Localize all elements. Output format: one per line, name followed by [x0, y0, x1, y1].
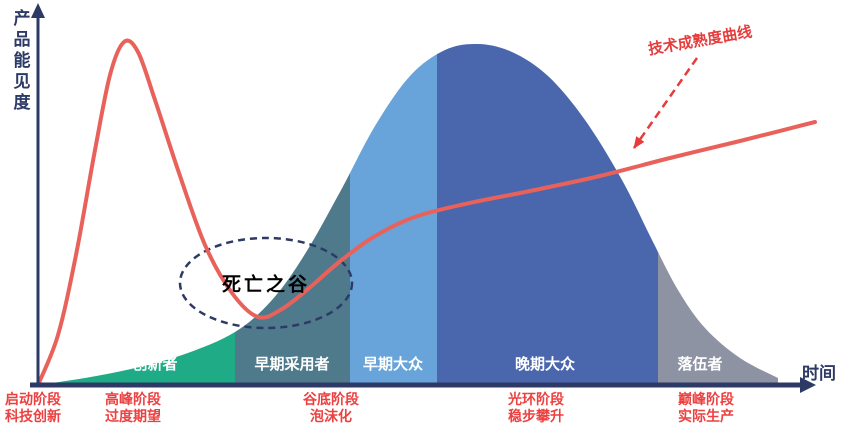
stage-phase: 巅峰阶段 — [678, 391, 734, 407]
stage-label-plateau: 巅峰阶段 实际生产 — [678, 391, 734, 425]
hype-curve-path — [36, 38, 817, 387]
segment-label-innovators: 创新者 — [132, 356, 178, 373]
adoption-segment-area — [437, 43, 658, 385]
stage-phase: 光环阶段 — [508, 391, 564, 407]
valley-of-death-label: 死亡之谷 — [221, 274, 311, 296]
stage-desc: 稳步攀升 — [508, 408, 564, 424]
stage-label-peak: 高峰阶段 过度期望 — [105, 391, 161, 425]
stage-phase: 谷底阶段 — [303, 391, 359, 407]
stage-label-slope: 光环阶段 稳步攀升 — [508, 391, 564, 425]
x-axis-arrow-icon — [800, 377, 816, 393]
segment-label-early-adopters: 早期采用者 — [254, 356, 330, 373]
stage-label-launch: 启动阶段 科技创新 — [5, 391, 61, 425]
y-axis-label: 产品能见度 — [13, 9, 31, 112]
stage-phase: 高峰阶段 — [105, 391, 161, 407]
stage-desc: 实际生产 — [678, 408, 734, 424]
annotation-arrow-icon — [632, 57, 699, 149]
x-axis-label: 时间 — [802, 364, 836, 383]
segment-label-late-majority: 晚期大众 — [514, 356, 576, 373]
stage-label-trough: 谷底阶段 泡沫化 — [303, 391, 359, 425]
segment-label-laggards: 落伍者 — [677, 356, 723, 373]
stage-desc: 过度期望 — [105, 408, 161, 424]
segment-label-early-majority: 早期大众 — [362, 356, 424, 373]
stage-desc: 泡沫化 — [310, 408, 352, 424]
adoption-segment-area — [350, 54, 437, 385]
valley-ellipse — [178, 236, 354, 330]
stage-desc: 科技创新 — [5, 408, 61, 424]
y-axis-arrow-icon — [31, 3, 45, 18]
stage-phase: 启动阶段 — [5, 391, 61, 407]
adoption-segment-area — [658, 251, 778, 385]
adoption-segment-area — [235, 172, 350, 385]
adoption-segment-area — [38, 332, 235, 385]
